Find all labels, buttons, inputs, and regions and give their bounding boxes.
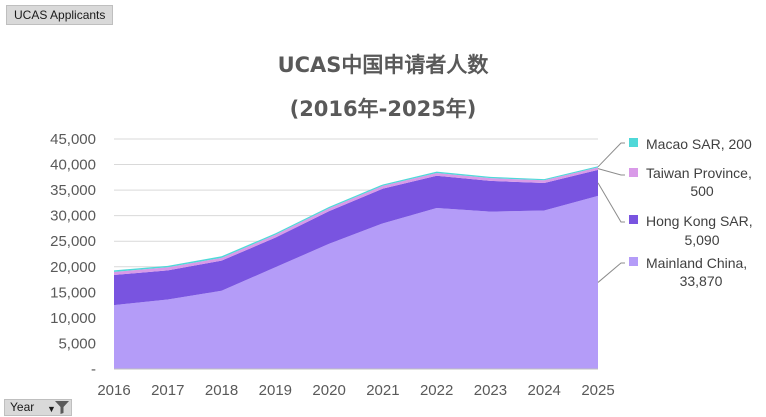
y-tick-label: 25,000: [50, 233, 96, 250]
leader-line: [597, 168, 625, 176]
dropdown-arrow-icon[interactable]: ▼: [47, 404, 56, 414]
legend-swatch: [629, 215, 638, 224]
x-tick-label: 2019: [259, 382, 292, 399]
x-tick-label: 2016: [97, 382, 130, 399]
legend-label: 5,090: [684, 232, 719, 248]
y-tick-label: 40,000: [50, 157, 96, 174]
legend-label: Hong Kong SAR,: [646, 213, 753, 229]
area-mainland-china: [114, 195, 598, 369]
x-tick-label: 2023: [474, 382, 507, 399]
leader-line: [597, 142, 625, 168]
x-tick-label: 2025: [581, 382, 614, 399]
legend-label: Macao SAR, 200: [646, 136, 752, 152]
year-field-label: Year: [10, 400, 35, 414]
chart-title: UCAS中国申请者人数: [277, 53, 489, 77]
x-tick-label: 2022: [420, 382, 453, 399]
y-tick-label: 45,000: [50, 131, 96, 148]
legend-label: Mainland China,: [646, 255, 747, 271]
y-tick-label: 35,000: [50, 182, 96, 199]
ucas-applicants-field-button[interactable]: UCAS Applicants: [6, 5, 114, 25]
y-tick-label: 30,000: [50, 208, 96, 225]
legend-swatch: [629, 257, 638, 266]
y-tick-label: 5,000: [58, 335, 96, 352]
chart-subtitle: (2016年-2025年): [289, 97, 477, 121]
legend-label: 33,870: [680, 273, 723, 289]
area-hong-kong-sar: [114, 169, 598, 306]
legend-swatch: [629, 168, 638, 177]
legend-label: 500: [690, 183, 714, 199]
filter-icon[interactable]: [55, 401, 69, 414]
x-tick-label: 2018: [205, 382, 238, 399]
x-tick-label: 2017: [151, 382, 184, 399]
x-tick-label: 2020: [312, 382, 345, 399]
y-tick-label: 20,000: [50, 259, 96, 276]
y-tick-label: 15,000: [50, 284, 96, 301]
legend-label: Taiwan Province,: [646, 165, 752, 181]
x-tick-label: 2021: [366, 382, 399, 399]
year-field-button[interactable]: Year ▼: [4, 399, 72, 416]
leader-line: [597, 182, 625, 223]
y-tick-label: -: [91, 361, 96, 378]
y-tick-label: 10,000: [50, 310, 96, 327]
x-tick-label: 2024: [528, 382, 561, 399]
legend-swatch: [629, 138, 638, 147]
leader-line: [597, 262, 625, 283]
